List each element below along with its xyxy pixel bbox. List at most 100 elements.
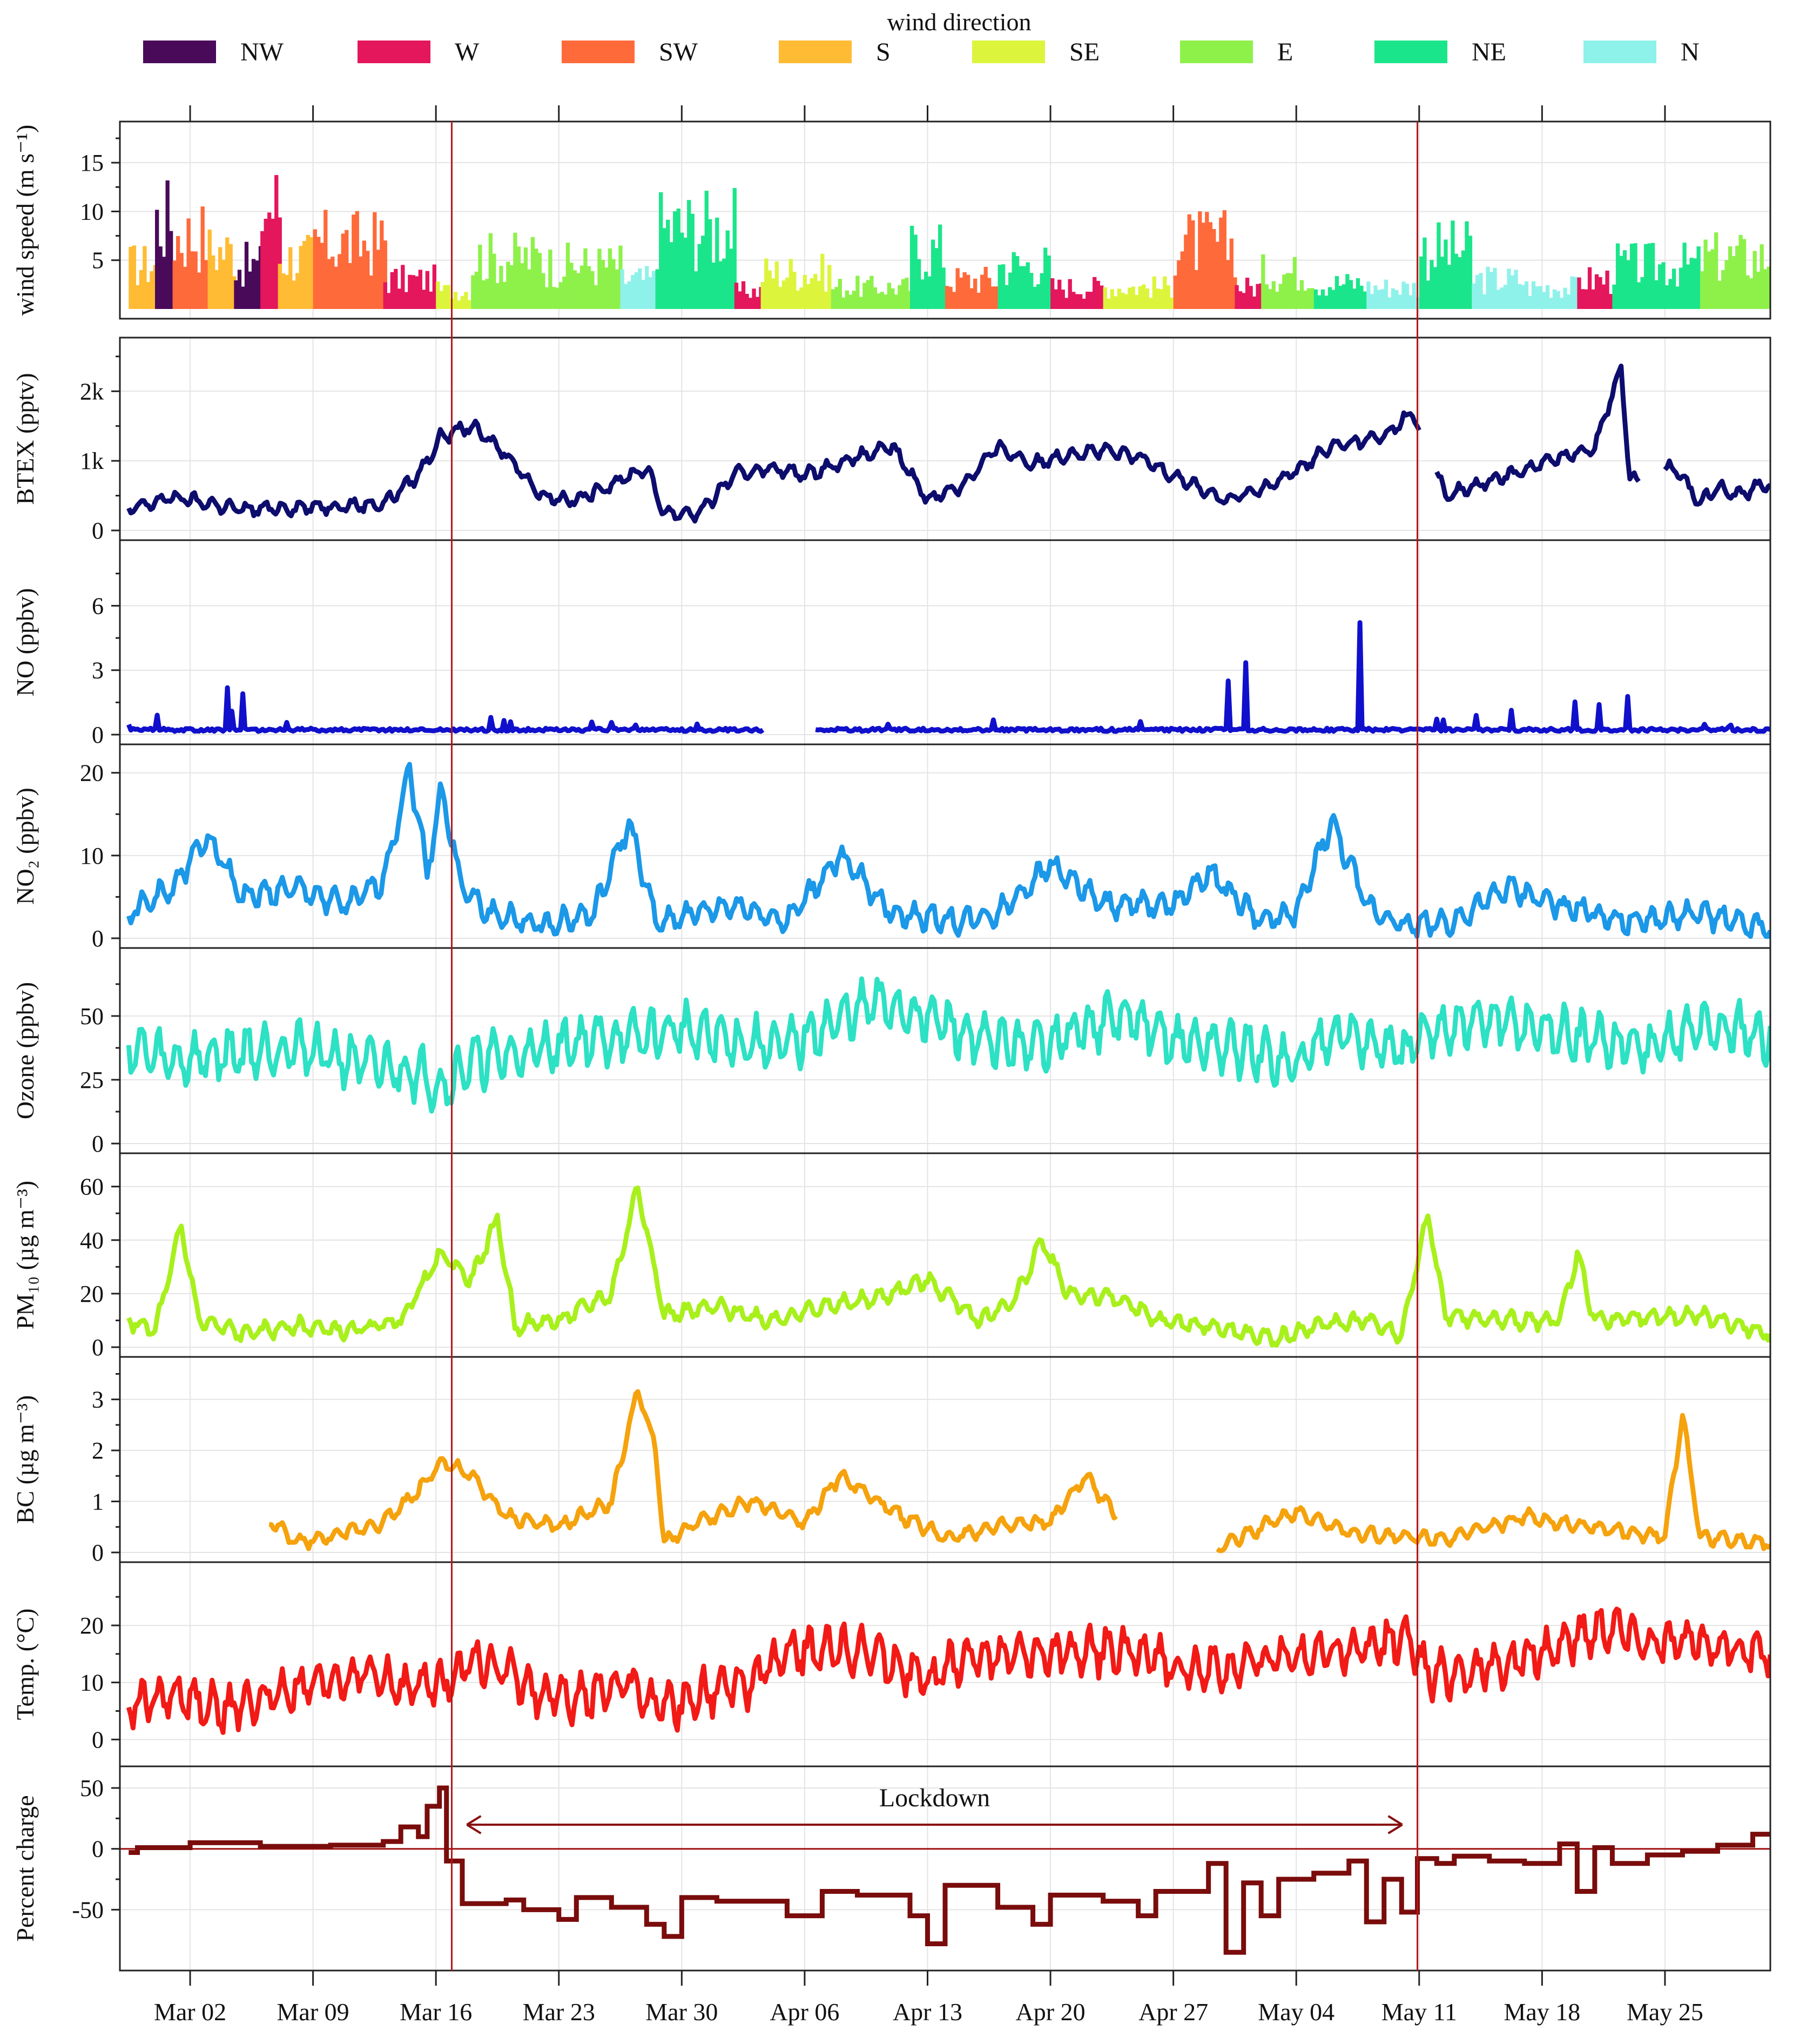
wind-bar [1142, 284, 1146, 309]
wind-bar [172, 260, 177, 309]
wind-bar [1675, 286, 1680, 309]
legend-items: NW W SW S SE E NE N [143, 38, 1700, 66]
wind-bar [432, 264, 436, 309]
wind-bar [516, 246, 521, 309]
legend-title: wind direction [887, 8, 1032, 36]
wind-bar [990, 286, 995, 309]
wind-bar [541, 274, 545, 309]
wind-bar [348, 263, 352, 309]
wind-bar [690, 213, 695, 309]
wind-bar [506, 261, 510, 309]
wind-bar [1472, 283, 1476, 309]
wind-bar [1089, 292, 1093, 309]
wind-bar [683, 237, 687, 309]
wind-bar [158, 246, 163, 309]
wind-bar [278, 217, 282, 309]
wind-bar [738, 291, 742, 309]
x-tick-label: Mar 16 [400, 1998, 472, 2026]
wind-bar [1633, 243, 1637, 309]
wind-bar [1268, 289, 1272, 309]
wind-bar [824, 291, 828, 309]
x-tick-label: Apr 20 [1016, 1998, 1086, 2026]
wind-bar [1029, 273, 1034, 309]
wind-bar [1005, 285, 1009, 309]
wind-bar [1647, 243, 1652, 309]
legend-label: S [876, 38, 891, 66]
legend-label: E [1277, 38, 1293, 66]
wind-bar [1482, 294, 1487, 309]
wind-bar [267, 212, 272, 309]
wind-bar [1001, 264, 1006, 309]
wind-bar [1626, 260, 1630, 309]
wind-bar [1535, 286, 1539, 309]
wind-bar [218, 247, 223, 309]
wind-bar [204, 260, 208, 309]
wind-bar [1682, 243, 1687, 309]
y-tick-label: 50 [80, 1775, 104, 1801]
wind-bar [866, 280, 871, 309]
wind-bar [1503, 285, 1508, 309]
wind-bar [827, 265, 832, 309]
y-tick-label: 0 [92, 1334, 104, 1361]
wind-bar [214, 270, 219, 309]
legend-item-sw: SW [562, 38, 698, 66]
wind-bar [155, 210, 159, 309]
y-tick-label: 0 [92, 1131, 104, 1157]
wind-bar [631, 275, 635, 309]
wind-bar [513, 232, 517, 309]
y-tick-label: 2 [92, 1437, 104, 1464]
wind-bar [1510, 275, 1515, 309]
wind-bar [237, 270, 242, 309]
wind-bar [583, 248, 588, 309]
wind-bar [439, 291, 443, 309]
wind-bar [1331, 290, 1336, 309]
wind-bar [891, 288, 895, 309]
wind-bar [387, 293, 391, 309]
wind-bar [299, 246, 303, 309]
wind-bar [1767, 266, 1770, 309]
wind-bar [1444, 239, 1448, 309]
wind-bar [1061, 290, 1065, 309]
wind-bar [1033, 286, 1037, 309]
wind-bar [1352, 288, 1357, 309]
wind-bar [1717, 280, 1722, 309]
wind-bar [1608, 294, 1613, 309]
wind-bar [401, 265, 405, 309]
wind-bar [1465, 221, 1469, 309]
series-wind [129, 175, 1770, 309]
wind-bar [855, 275, 860, 309]
panel-frame [119, 539, 1771, 745]
wind-bar [1264, 284, 1269, 309]
wind-bar [234, 280, 238, 309]
wind-bar [901, 279, 906, 309]
wind-bar [499, 266, 503, 309]
lockdown-arrow-head-left [466, 1815, 482, 1834]
x-tick-label: May 11 [1381, 1998, 1457, 2026]
legend-swatch [1374, 41, 1447, 63]
panel-frame [119, 337, 1771, 541]
wind-bar [973, 278, 978, 309]
wind-bar [302, 241, 307, 309]
wind-bar [741, 281, 746, 309]
wind-bar [1068, 279, 1072, 309]
wind-bar [1100, 285, 1104, 309]
legend-swatch [358, 41, 430, 63]
wind-bar [327, 259, 331, 309]
wind-bar [862, 283, 867, 309]
wind-bar [662, 228, 666, 309]
wind-bar [1391, 288, 1396, 309]
wind-bar [962, 272, 967, 309]
top-axis-ticks [189, 105, 1666, 122]
x-tick-label: Mar 30 [645, 1998, 718, 2026]
wind-bar [1071, 292, 1076, 309]
wind-bar [1475, 275, 1480, 309]
wind-bar [359, 256, 363, 309]
wind-bar [987, 278, 992, 309]
wind-bar [652, 271, 656, 309]
y-tick-label: 20 [80, 1612, 104, 1639]
wind-bar [397, 288, 401, 309]
wind-bar [1310, 288, 1315, 309]
wind-bar [1296, 290, 1300, 309]
wind-bar [1384, 279, 1388, 309]
wind-bar [190, 251, 194, 309]
